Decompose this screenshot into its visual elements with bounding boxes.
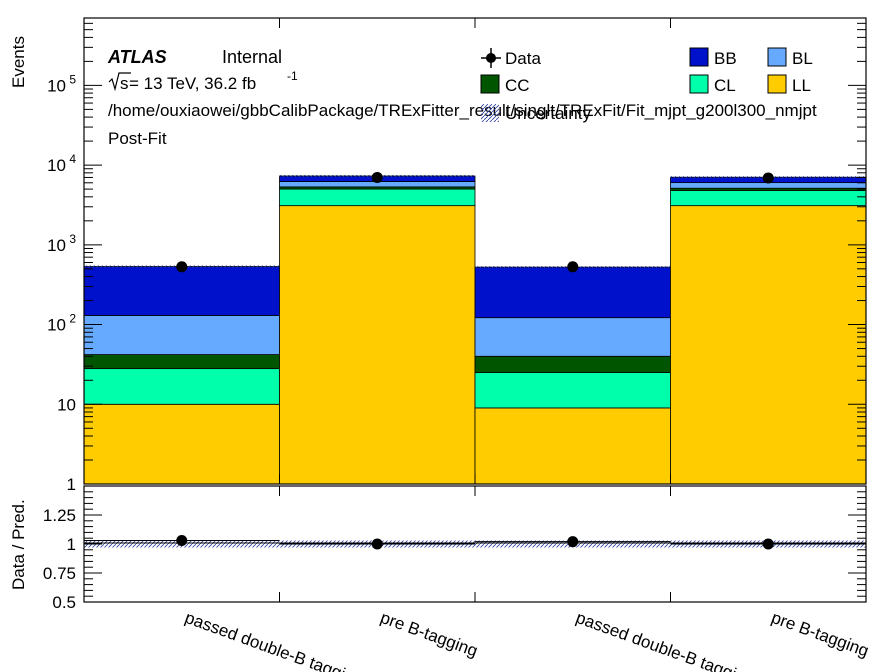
ratio-y-axis: 0.5 0.75 1 1.25 bbox=[43, 485, 866, 612]
legend-ll: LL bbox=[767, 74, 811, 95]
atlas-label: ATLAS bbox=[107, 47, 167, 67]
svg-text:Uncertainty: Uncertainty bbox=[505, 104, 591, 123]
ratio-tick-label-0: 0.5 bbox=[52, 593, 76, 612]
ratio-point-0 bbox=[176, 535, 188, 547]
ratio-tick-label-3: 1.25 bbox=[43, 506, 76, 525]
x-category-labels: passed double-B tagging pre B-tagging pass… bbox=[182, 608, 871, 672]
bar-cl-0 bbox=[83, 368, 280, 405]
bar-bl-3 bbox=[670, 182, 867, 189]
bar-cl-3 bbox=[670, 190, 867, 207]
y-tick-label-2: 10 bbox=[47, 316, 66, 335]
legend-bl: BL bbox=[767, 47, 813, 68]
ratio-tick-label-1: 0.75 bbox=[43, 564, 76, 583]
bar-bl-0 bbox=[83, 315, 280, 355]
ratio-point-1 bbox=[371, 538, 383, 550]
svg-text:Data: Data bbox=[505, 49, 541, 68]
svg-text:s: s bbox=[120, 74, 129, 93]
bar-ll-1 bbox=[279, 205, 476, 485]
legend-cl: CL bbox=[689, 74, 736, 95]
y-tick-label-5: 10 bbox=[47, 76, 66, 95]
data-point-1 bbox=[371, 171, 383, 183]
ratio-points bbox=[84, 535, 866, 550]
data-marker-icon bbox=[486, 53, 496, 63]
x-category-label-3: pre B-tagging bbox=[769, 608, 871, 661]
ratio-point-3 bbox=[762, 538, 774, 550]
x-axis-ticks bbox=[279, 18, 671, 602]
fit-status-label: Post-Fit bbox=[108, 129, 167, 148]
bar-cl-2 bbox=[474, 372, 671, 409]
x-category-label-2: passed double-B tagging bbox=[573, 608, 756, 672]
y-tick-label-4: 10 bbox=[47, 156, 66, 175]
data-point-2 bbox=[567, 261, 579, 273]
legend-bb: BB bbox=[689, 47, 737, 68]
svg-text:CC: CC bbox=[505, 76, 530, 95]
y-axis-label: Events bbox=[9, 36, 28, 88]
internal-label: Internal bbox=[222, 47, 282, 67]
svg-text:LL: LL bbox=[792, 76, 811, 95]
sqrt-symbol-icon bbox=[108, 72, 131, 92]
ratio-y-axis-label: Data / Pred. bbox=[9, 499, 28, 590]
data-point-3 bbox=[762, 172, 774, 184]
energy-lumi-label: s = 13 TeV, 36.2 fb -1 bbox=[108, 69, 298, 93]
svg-text:BB: BB bbox=[714, 49, 737, 68]
y-tick-label-3: 10 bbox=[47, 236, 66, 255]
y-tick-label-0: 1 bbox=[67, 475, 76, 494]
y-tick-label-1: 10 bbox=[57, 395, 76, 414]
legend-uncertainty: Uncertainty bbox=[481, 104, 591, 123]
y-tick-exp-2: 2 bbox=[69, 312, 76, 326]
bar-cc-0 bbox=[83, 354, 280, 370]
main-panel-bars bbox=[83, 175, 867, 485]
bar-ll-3 bbox=[670, 205, 867, 485]
ratio-tick-label-2: 1 bbox=[67, 535, 76, 554]
input-path-label: /home/ouxiaowei/gbbCalibPackage/TRExFitt… bbox=[108, 101, 817, 120]
x-category-label-0: passed double-B tagging bbox=[182, 608, 365, 672]
data-point-0 bbox=[176, 261, 188, 273]
svg-text:= 13 TeV, 36.2 fb: = 13 TeV, 36.2 fb bbox=[129, 74, 256, 93]
legend: Data CC Uncertainty BB BL CL LL bbox=[480, 47, 813, 123]
bar-ll-2 bbox=[474, 407, 671, 485]
bar-bb-0 bbox=[83, 266, 280, 316]
x-category-label-1: pre B-tagging bbox=[378, 608, 480, 661]
y-tick-exp-3: 3 bbox=[69, 232, 76, 246]
bar-cc-2 bbox=[474, 355, 671, 373]
legend-data: Data bbox=[481, 48, 541, 68]
svg-text:-1: -1 bbox=[287, 69, 298, 83]
data-points bbox=[176, 171, 774, 273]
bar-cl-1 bbox=[279, 188, 476, 207]
y-tick-exp-4: 4 bbox=[69, 152, 76, 166]
bar-bb-2 bbox=[474, 266, 671, 319]
bar-bl-2 bbox=[474, 317, 671, 357]
svg-text:CL: CL bbox=[714, 76, 736, 95]
bar-ll-0 bbox=[83, 403, 280, 485]
ratio-point-2 bbox=[567, 536, 579, 548]
legend-cc: CC bbox=[480, 74, 530, 95]
svg-text:BL: BL bbox=[792, 49, 813, 68]
y-tick-exp-5: 5 bbox=[69, 72, 76, 86]
